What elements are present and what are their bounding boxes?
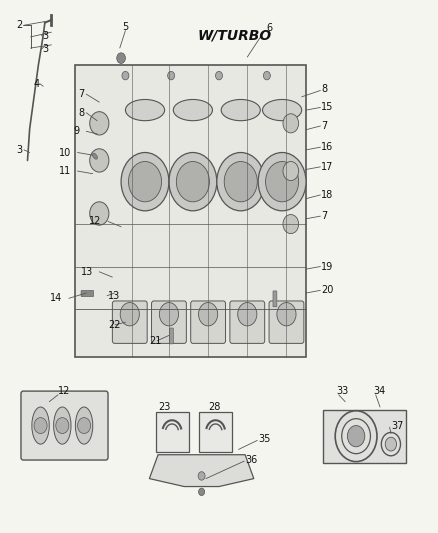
Ellipse shape	[75, 407, 93, 444]
Text: 35: 35	[258, 434, 271, 444]
Text: 3: 3	[43, 31, 49, 41]
Text: 8: 8	[78, 108, 84, 118]
Circle shape	[277, 303, 296, 326]
Text: 11: 11	[59, 166, 71, 176]
FancyBboxPatch shape	[273, 291, 277, 307]
FancyBboxPatch shape	[81, 290, 94, 297]
Circle shape	[121, 152, 169, 211]
FancyBboxPatch shape	[191, 301, 226, 343]
Circle shape	[283, 161, 299, 181]
Text: 28: 28	[208, 402, 221, 412]
Circle shape	[90, 112, 109, 135]
FancyBboxPatch shape	[21, 391, 108, 460]
Polygon shape	[323, 410, 406, 463]
Text: 7: 7	[321, 121, 328, 131]
Text: 36: 36	[245, 455, 258, 465]
Ellipse shape	[53, 407, 71, 444]
Text: 19: 19	[321, 262, 333, 271]
Text: 5: 5	[122, 22, 128, 32]
Circle shape	[34, 418, 47, 433]
Text: 15: 15	[321, 102, 334, 112]
Circle shape	[177, 161, 209, 202]
FancyBboxPatch shape	[199, 413, 232, 452]
Ellipse shape	[32, 407, 49, 444]
Text: 3: 3	[17, 145, 23, 155]
Circle shape	[122, 71, 129, 80]
Text: 3: 3	[43, 44, 49, 54]
Text: 37: 37	[391, 421, 403, 431]
Text: 21: 21	[149, 336, 162, 346]
Text: 12: 12	[58, 386, 71, 396]
FancyBboxPatch shape	[152, 301, 186, 343]
Circle shape	[238, 303, 257, 326]
Circle shape	[198, 303, 218, 326]
Circle shape	[90, 149, 109, 172]
Circle shape	[117, 53, 125, 63]
Circle shape	[120, 303, 139, 326]
FancyBboxPatch shape	[113, 301, 147, 343]
Text: 18: 18	[321, 190, 333, 200]
Ellipse shape	[125, 100, 165, 120]
Text: 34: 34	[374, 386, 386, 396]
Circle shape	[258, 152, 306, 211]
Text: 7: 7	[321, 211, 328, 221]
Text: 7: 7	[78, 89, 84, 99]
Circle shape	[217, 152, 265, 211]
Text: 13: 13	[108, 290, 120, 301]
Text: 2: 2	[17, 20, 23, 30]
Circle shape	[159, 303, 179, 326]
Text: 22: 22	[108, 320, 120, 330]
Circle shape	[215, 71, 223, 80]
Circle shape	[263, 71, 270, 80]
Circle shape	[90, 202, 109, 225]
Text: 4: 4	[34, 78, 40, 88]
Text: W/TURBO: W/TURBO	[197, 29, 271, 43]
Text: 13: 13	[81, 267, 93, 277]
Circle shape	[198, 472, 205, 480]
Text: 20: 20	[321, 285, 334, 295]
Polygon shape	[75, 65, 306, 357]
Circle shape	[347, 425, 365, 447]
Circle shape	[283, 114, 299, 133]
Ellipse shape	[221, 100, 260, 120]
Text: 12: 12	[89, 216, 102, 227]
Text: 8: 8	[321, 84, 327, 94]
Ellipse shape	[262, 100, 302, 120]
Circle shape	[198, 488, 205, 496]
FancyBboxPatch shape	[156, 413, 188, 452]
Text: 6: 6	[267, 23, 273, 33]
Text: 17: 17	[321, 162, 334, 172]
Circle shape	[169, 152, 217, 211]
Text: 9: 9	[74, 126, 80, 136]
Circle shape	[385, 437, 396, 451]
Circle shape	[128, 161, 162, 202]
Text: 16: 16	[321, 142, 333, 152]
Polygon shape	[149, 455, 254, 487]
Text: 33: 33	[336, 386, 349, 396]
FancyBboxPatch shape	[230, 301, 265, 343]
Circle shape	[265, 161, 299, 202]
Text: 10: 10	[59, 148, 71, 158]
Circle shape	[224, 161, 257, 202]
Text: 23: 23	[159, 402, 171, 412]
Circle shape	[168, 71, 175, 80]
Text: 14: 14	[50, 293, 62, 303]
Circle shape	[78, 418, 91, 433]
Ellipse shape	[173, 100, 212, 120]
FancyBboxPatch shape	[269, 301, 304, 343]
Ellipse shape	[92, 153, 97, 159]
Circle shape	[283, 215, 299, 233]
FancyBboxPatch shape	[170, 328, 173, 344]
Circle shape	[56, 418, 69, 433]
